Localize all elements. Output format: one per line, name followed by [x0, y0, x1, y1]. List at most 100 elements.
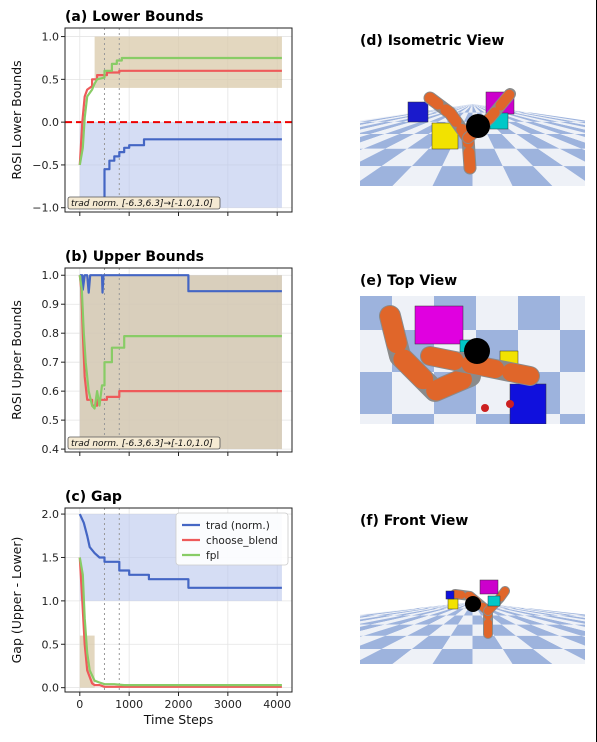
blue-cube	[445, 590, 455, 600]
floor-tile	[514, 608, 569, 616]
floor-tile	[385, 133, 429, 149]
floor-tile	[414, 615, 447, 625]
floor-tile	[360, 121, 403, 133]
end-effector-ball	[465, 596, 481, 612]
floor-tile	[465, 104, 473, 107]
floor-tile	[456, 104, 473, 107]
floor-tile	[464, 106, 472, 113]
series-line-fpl	[78, 56, 282, 166]
floor-tile	[363, 624, 415, 636]
floor-tile	[459, 106, 471, 113]
floor-tile	[472, 106, 477, 113]
cyan-cube	[487, 595, 501, 607]
confidence-band	[79, 122, 282, 208]
floor-tile	[510, 112, 560, 122]
floor-tile	[467, 104, 473, 107]
floor-tile	[472, 635, 503, 649]
floor-tile	[497, 608, 534, 616]
floor-tile	[273, 649, 352, 664]
ytick-label: 0.5	[42, 73, 60, 86]
floor-tile	[360, 608, 423, 616]
confidence-band	[79, 275, 282, 450]
floor-tile	[360, 166, 412, 186]
floor-tile	[507, 615, 546, 625]
floor-tile	[360, 121, 386, 128]
floor-tile	[516, 133, 560, 149]
floor-tile	[370, 121, 421, 134]
floor-tile	[506, 608, 551, 616]
floor-tile	[437, 608, 460, 616]
floor-tile	[442, 635, 473, 649]
floor-tile	[501, 624, 538, 636]
xtick-label: 2000	[165, 698, 193, 711]
floor-tile	[472, 104, 480, 107]
floor-tile	[446, 608, 465, 616]
floor-tile	[466, 104, 473, 107]
floor-tile	[516, 121, 561, 134]
floor-tile	[407, 624, 444, 636]
xtick-label: 3000	[214, 698, 242, 711]
floor-tile	[559, 148, 585, 162]
floor-tile	[360, 133, 385, 143]
floor-tile	[560, 372, 585, 414]
floor-tile	[360, 148, 408, 167]
end-effector-ball	[464, 338, 490, 364]
robot-arm-joint	[380, 306, 480, 401]
floor-tile	[501, 608, 543, 616]
floor-tile	[360, 608, 418, 616]
floor-tile	[568, 121, 585, 125]
floor-tile	[560, 330, 585, 372]
y-axis-label: RoSI Upper Bounds	[9, 300, 24, 420]
ytick-label: 0.0	[42, 116, 60, 129]
floor-tile	[550, 615, 585, 622]
view-title: (f) Front View	[360, 513, 468, 529]
series-line-fpl	[78, 275, 282, 410]
floor-tile	[533, 615, 585, 625]
floor-tile	[542, 615, 585, 624]
floor-tile	[494, 148, 534, 167]
floor-tile	[456, 602, 473, 604]
floor-tile	[576, 615, 585, 617]
floor-tile	[360, 121, 395, 130]
floor-tile	[428, 615, 456, 625]
floor-tile	[411, 148, 451, 167]
floor-tile	[360, 112, 423, 122]
floor-tile	[455, 104, 473, 107]
floor-tile	[434, 414, 476, 424]
floor-tile	[413, 603, 457, 609]
floor-tile	[560, 624, 585, 632]
y-axis-label: RoSI Lower Bounds	[9, 60, 24, 179]
chart-title: (a) Lower Bounds	[65, 9, 203, 25]
floor-tile	[472, 104, 479, 107]
series-line-fpl	[78, 557, 282, 687]
floor-tile	[472, 104, 478, 107]
floor-tile	[472, 104, 483, 107]
floor-tile	[455, 106, 469, 113]
floor-tile	[472, 104, 486, 107]
floor-tile	[545, 624, 585, 636]
floor-tile	[230, 636, 320, 649]
annotation-text: trad norm. [-6.3,6.3]→[-1.0,1.0]	[71, 199, 213, 209]
floor-tile	[167, 625, 283, 636]
floor-tile	[189, 625, 297, 636]
floor-tile	[473, 106, 481, 113]
floor-tile	[461, 104, 473, 107]
floor-tile	[211, 625, 312, 636]
floor-tile	[516, 624, 560, 636]
floor-tile	[376, 608, 431, 616]
legend-box	[175, 512, 289, 566]
ytick-label: 0.0	[42, 682, 60, 695]
view-title: (d) Isometric View	[360, 33, 504, 49]
floor-tile	[493, 608, 525, 616]
view-title: (e) Top View	[360, 273, 457, 289]
ytick-label: 1.0	[42, 269, 60, 282]
view-panel-iso: (d) Isometric View	[360, 33, 585, 186]
floor-tile	[432, 648, 473, 664]
floor-tile	[472, 104, 477, 107]
floor-tile	[542, 121, 585, 133]
floor-tile	[109, 636, 233, 649]
floor-tile	[360, 624, 400, 636]
ytick-label: 0.9	[42, 298, 60, 311]
blue-cube	[407, 101, 429, 123]
floor-tile	[514, 112, 569, 122]
